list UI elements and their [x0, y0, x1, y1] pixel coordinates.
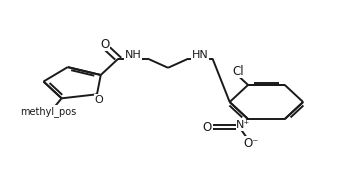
- Text: N⁺: N⁺: [236, 120, 251, 130]
- Text: O: O: [94, 94, 103, 105]
- Text: Cl: Cl: [233, 65, 244, 78]
- Text: O: O: [202, 121, 211, 134]
- Text: NH: NH: [125, 50, 141, 60]
- Text: methyl_pos: methyl_pos: [20, 106, 76, 117]
- Text: O: O: [100, 38, 110, 50]
- Text: O⁻: O⁻: [244, 137, 259, 150]
- Text: HN: HN: [192, 50, 209, 60]
